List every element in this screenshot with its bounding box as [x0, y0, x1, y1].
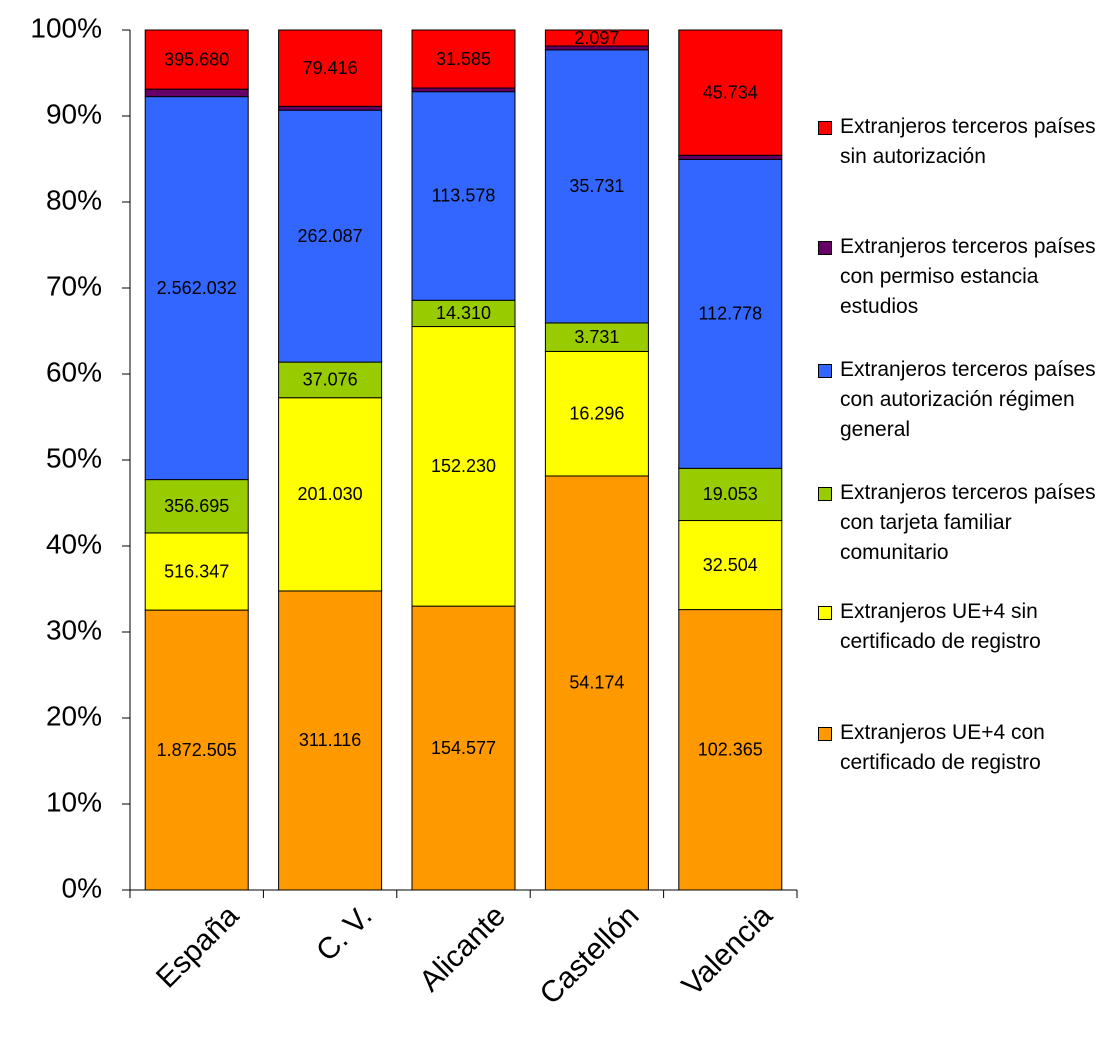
data-label: 113.578 — [432, 186, 496, 206]
y-tick-label: 90% — [46, 98, 102, 129]
bar-segment — [411, 29, 516, 89]
data-label: 112.778 — [698, 304, 762, 324]
bar-segment — [278, 29, 383, 107]
data-label: 32.504 — [703, 555, 758, 575]
data-label: 37.076 — [303, 370, 358, 390]
bar-segment — [544, 475, 649, 891]
x-tick-label: C. V. — [310, 899, 379, 968]
bar-segment — [544, 322, 649, 352]
legend-entry: Extranjeros terceros países sin autoriza… — [818, 112, 1103, 172]
x-tick-label: Valencia — [676, 899, 779, 1002]
legend-swatch — [818, 364, 832, 378]
data-label: 35.731 — [569, 176, 624, 196]
legend-label: Extranjeros terceros países con autoriza… — [840, 358, 1096, 441]
data-label: 3.731 — [574, 327, 619, 347]
legend-entry: Extranjeros terceros países con permiso … — [818, 232, 1103, 322]
bar-segment — [678, 609, 783, 891]
bar-segment — [544, 350, 649, 477]
data-label: 45.734 — [703, 82, 758, 102]
bar-segment — [278, 590, 383, 891]
x-tick-label: España — [150, 899, 246, 995]
legend-entry: Extranjeros UE+4 con certificado de regi… — [818, 718, 1103, 778]
data-label: 516.347 — [164, 561, 229, 581]
data-label: 19.053 — [703, 484, 758, 504]
data-label: 102.365 — [698, 740, 763, 760]
y-tick-label: 60% — [46, 356, 102, 387]
bar-segment — [278, 361, 383, 399]
bar-segment — [144, 609, 249, 891]
legend-label: Extranjeros terceros países con tarjeta … — [840, 481, 1096, 564]
x-tick-label: Castellón — [534, 899, 646, 1011]
bar-segment — [678, 158, 783, 469]
bar-segment — [278, 109, 383, 363]
data-label: 2.097 — [574, 28, 619, 48]
y-tick-label: 70% — [46, 270, 102, 301]
data-label: 311.116 — [299, 730, 361, 750]
data-label: 31.585 — [436, 49, 491, 69]
legend-label: Extranjeros terceros países con permiso … — [840, 235, 1096, 318]
legend-swatch — [818, 121, 832, 135]
bar-segment — [144, 96, 249, 481]
legend-swatch — [818, 487, 832, 501]
y-tick-label: 0% — [62, 872, 102, 903]
legend-label: Extranjeros UE+4 sin certificado de regi… — [840, 600, 1041, 653]
y-tick-label: 20% — [46, 700, 102, 731]
bar-segment — [544, 29, 649, 47]
bar-segment — [411, 91, 516, 301]
y-tick-label: 50% — [46, 442, 102, 473]
y-tick-label: 80% — [46, 184, 102, 215]
legend-entry: Extranjeros terceros países con autoriza… — [818, 355, 1103, 445]
legend-swatch — [818, 241, 832, 255]
bar-segment — [278, 397, 383, 592]
bar-segment — [678, 154, 783, 160]
legend-entry: Extranjeros UE+4 sin certificado de regi… — [818, 597, 1103, 657]
bar-segment — [411, 605, 516, 891]
data-label: 54.174 — [569, 673, 624, 693]
bar-segment — [411, 299, 516, 328]
data-label: 201.030 — [298, 484, 363, 504]
legend-swatch — [818, 606, 832, 620]
data-label: 262.087 — [298, 226, 363, 246]
legend-swatch — [818, 727, 832, 741]
data-label: 152.230 — [431, 456, 496, 476]
legend-label: Extranjeros UE+4 con certificado de regi… — [840, 721, 1045, 774]
bar-segment — [144, 479, 249, 534]
x-tick-label: Alicante — [413, 899, 512, 998]
data-label: 14.310 — [436, 303, 491, 323]
y-tick-label: 40% — [46, 528, 102, 559]
data-label: 356.695 — [164, 496, 229, 516]
data-label: 2.562.032 — [157, 278, 237, 298]
bar-segment — [678, 29, 783, 156]
y-tick-label: 30% — [46, 614, 102, 645]
data-label: 79.416 — [303, 58, 358, 78]
legend-label: Extranjeros terceros países sin autoriza… — [840, 115, 1096, 168]
bar-segment — [144, 532, 249, 611]
data-label: 16.296 — [569, 403, 624, 423]
bar-segment — [144, 29, 249, 90]
legend-entry: Extranjeros terceros países con tarjeta … — [818, 478, 1103, 568]
bar-segment — [411, 326, 516, 607]
y-tick-label: 100% — [30, 12, 102, 43]
bar-segment — [411, 87, 516, 93]
data-label: 395.680 — [164, 49, 229, 69]
bar-segment — [144, 88, 249, 98]
bar-segment — [278, 105, 383, 111]
data-label: 154.577 — [431, 738, 496, 758]
y-tick-label: 10% — [46, 786, 102, 817]
data-label: 1.872.505 — [157, 740, 237, 760]
bar-segment — [678, 520, 783, 611]
